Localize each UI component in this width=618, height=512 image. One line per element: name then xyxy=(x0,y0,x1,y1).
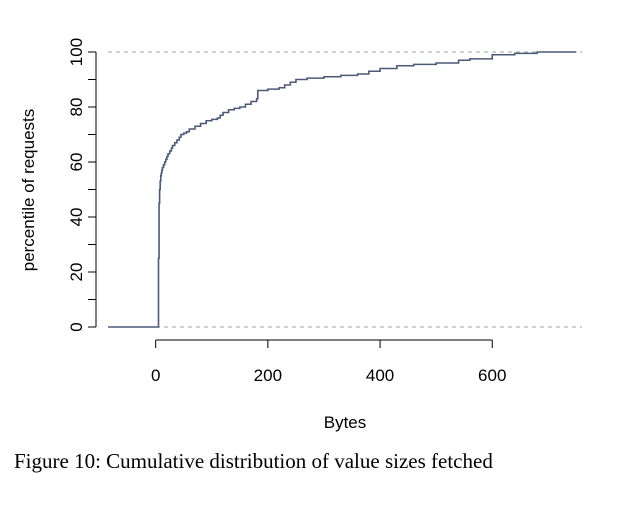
y-tick-label: 0 xyxy=(67,322,86,331)
cdf-series-line xyxy=(108,51,577,328)
x-tick-label: 0 xyxy=(151,366,160,385)
x-tick-label: 600 xyxy=(478,366,506,385)
x-axis-label: Bytes xyxy=(324,413,367,432)
y-tick-label: 40 xyxy=(67,208,86,227)
x-tick-label: 400 xyxy=(366,366,394,385)
y-tick-label: 80 xyxy=(67,98,86,117)
chart: 0 20 40 60 80 100 0 200 400 600 Bytes percentile… xyxy=(19,38,582,432)
y-tick-label: 100 xyxy=(67,38,86,66)
x-axis: 0 200 400 600 xyxy=(151,339,506,385)
reference-lines xyxy=(108,51,582,328)
y-tick-label: 20 xyxy=(67,263,86,282)
y-axis-label: percentile of requests xyxy=(19,109,38,272)
series-layer xyxy=(108,51,577,328)
y-axis: 0 20 40 60 80 100 xyxy=(67,38,97,332)
x-tick-label: 200 xyxy=(254,366,282,385)
y-tick-label: 60 xyxy=(67,153,86,172)
figure-caption: Figure 10: Cumulative distribution of va… xyxy=(14,449,493,473)
